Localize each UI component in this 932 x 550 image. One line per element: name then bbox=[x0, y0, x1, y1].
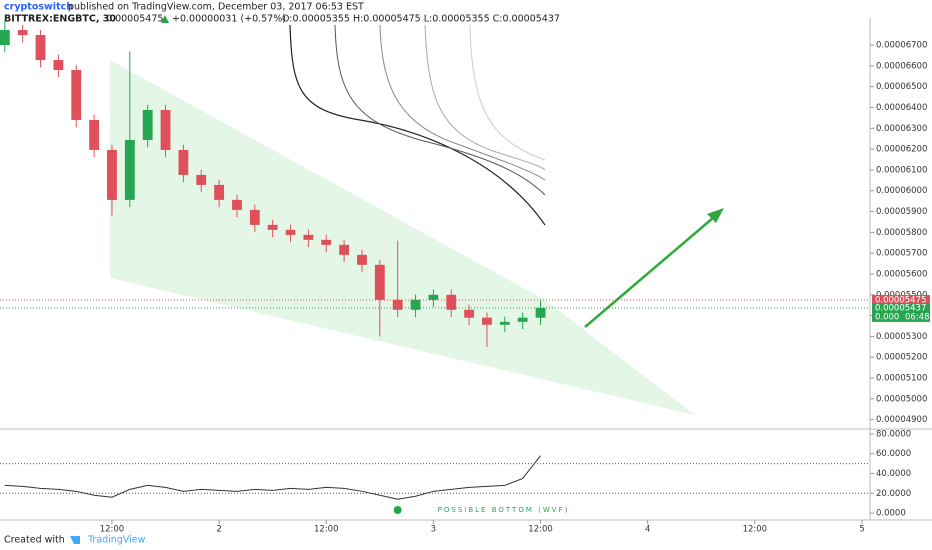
candle-body bbox=[499, 321, 510, 325]
candle-body bbox=[35, 35, 46, 61]
x-tick-label: 12:00 bbox=[314, 525, 339, 535]
arrow bbox=[584, 211, 721, 328]
candle-body bbox=[303, 234, 314, 240]
y-tick-label: 80.0000 bbox=[876, 429, 911, 439]
candle-body bbox=[178, 149, 189, 175]
indicator-curve bbox=[424, 24, 546, 171]
y-tick-label: 0.00006200 bbox=[876, 145, 927, 155]
y-tick-label: 0.00004900 bbox=[876, 415, 927, 425]
candle-body bbox=[392, 299, 403, 310]
y-tick-label: 0.00005000 bbox=[876, 394, 927, 404]
y-tick-label: 0.00006500 bbox=[876, 82, 927, 92]
price-tag-label: 0.00005475 bbox=[875, 296, 926, 306]
candle-body bbox=[410, 299, 421, 310]
y-tick-label: 0.00005300 bbox=[876, 332, 927, 342]
candle-body bbox=[357, 254, 367, 265]
price-tag bbox=[872, 302, 930, 313]
candle-body bbox=[196, 174, 207, 185]
candle-body bbox=[214, 184, 225, 200]
y-tick-label: 0.00006300 bbox=[876, 124, 927, 134]
x-tick-label: 2 bbox=[216, 525, 221, 535]
x-tick-label: 3 bbox=[431, 525, 436, 535]
change: +0.00000031 (+0.57%) bbox=[172, 14, 286, 25]
candle-body bbox=[374, 264, 385, 300]
y-tick-label: 0.00005800 bbox=[876, 228, 927, 238]
logo bbox=[70, 536, 80, 544]
price-tag-label: 0.00005437 bbox=[875, 303, 926, 313]
price-tag bbox=[872, 295, 930, 306]
candle-body bbox=[464, 309, 475, 318]
countdown-label: 0.000 bbox=[875, 312, 899, 322]
bottom-marker bbox=[393, 506, 402, 514]
countdown-label: 06:48 bbox=[905, 312, 930, 322]
y-tick-label: 0.00006600 bbox=[876, 61, 927, 71]
indicator-curve bbox=[334, 24, 546, 196]
y-tick-label: 0.00005100 bbox=[876, 374, 927, 384]
candle-body bbox=[124, 139, 135, 200]
candle-body bbox=[0, 30, 10, 46]
published: published on TradingView.com, December 0… bbox=[68, 2, 364, 13]
x-tick-label: 12:00 bbox=[100, 525, 125, 535]
x-tick-label: 5 bbox=[859, 525, 864, 535]
candle-body bbox=[339, 244, 350, 255]
created-with: Created with bbox=[4, 535, 65, 546]
y-tick-label: 0.00005700 bbox=[876, 249, 927, 259]
author[interactable]: cryptoswitch bbox=[4, 2, 73, 13]
countdown-tag bbox=[872, 311, 930, 322]
candle-body bbox=[71, 70, 82, 120]
candle-body bbox=[249, 209, 260, 225]
oscillator-line bbox=[4, 455, 541, 500]
ohlc: O:0.00005355 H:0.00005475 L:0.00005355 C… bbox=[282, 14, 560, 25]
candle-body bbox=[53, 60, 64, 71]
y-tick-label: 40.0000 bbox=[876, 469, 911, 479]
candle-body bbox=[321, 239, 332, 245]
wedge-drawing bbox=[110, 60, 695, 415]
candle-body bbox=[17, 30, 28, 36]
candle-body bbox=[267, 224, 278, 230]
last-price: 0.00005475 bbox=[106, 14, 163, 25]
candle-body bbox=[160, 109, 171, 150]
candle-body bbox=[232, 199, 242, 210]
x-tick-label: 12:00 bbox=[528, 525, 553, 535]
y-tick-label: 0.0000 bbox=[876, 509, 906, 519]
symbol: BITTREX:ENGBTC, 30 bbox=[4, 14, 116, 25]
x-tick-label: 12:00 bbox=[743, 525, 768, 535]
y-tick-label: 0.00005200 bbox=[876, 353, 927, 363]
y-tick-label: 0.00005600 bbox=[876, 269, 927, 279]
y-tick-label: 0.00006000 bbox=[876, 186, 927, 196]
candle-body bbox=[285, 229, 296, 235]
y-tick-label: 0.00006400 bbox=[876, 103, 927, 113]
y-tick-label: 0.00005900 bbox=[876, 207, 927, 217]
candle-body bbox=[482, 317, 492, 325]
candle-body bbox=[517, 317, 528, 322]
y-tick-label: 0.00006100 bbox=[876, 165, 927, 175]
x-tick-label: 4 bbox=[645, 525, 650, 535]
y-tick-label: 60.0000 bbox=[876, 449, 911, 459]
candle-body bbox=[89, 119, 100, 150]
brand[interactable]: TradingView bbox=[87, 535, 146, 546]
y-tick-label: 0.00006700 bbox=[876, 41, 927, 51]
y-tick-label: 20.0000 bbox=[876, 489, 911, 499]
candle-body bbox=[107, 149, 117, 200]
candle-body bbox=[428, 294, 439, 300]
candle-body bbox=[446, 294, 457, 310]
candle-body bbox=[535, 307, 546, 318]
annotation: POSSIBLE BOTTOM (WVF) bbox=[438, 506, 570, 514]
candle-body bbox=[142, 109, 153, 140]
indicator-curve bbox=[289, 24, 546, 226]
indicator-curve bbox=[379, 24, 546, 181]
up-triangle bbox=[161, 15, 169, 23]
indicator-curve bbox=[469, 24, 546, 161]
arrow-head bbox=[707, 208, 724, 223]
